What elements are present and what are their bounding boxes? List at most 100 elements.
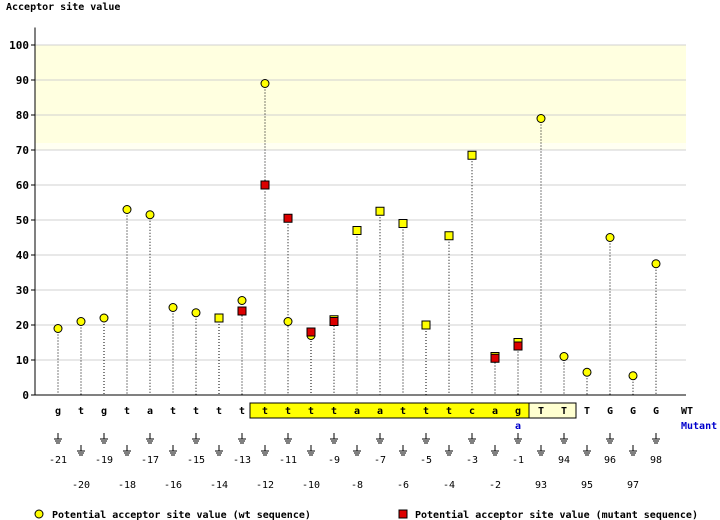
wt-circle-marker xyxy=(605,233,615,242)
position-label: -6 xyxy=(397,480,409,491)
wt-base: G xyxy=(607,406,613,417)
y-tick-label: 50 xyxy=(16,214,29,227)
position-label: -5 xyxy=(420,455,432,466)
wt-circle-marker xyxy=(582,367,592,377)
position-label: -15 xyxy=(187,455,205,466)
wt-circle-marker xyxy=(237,296,247,305)
y-tick-label: 80 xyxy=(16,109,29,122)
y-tick-label: 0 xyxy=(22,389,29,402)
wt-base: a xyxy=(354,406,360,417)
wt-base: g xyxy=(515,406,521,417)
position-label: -8 xyxy=(351,480,363,491)
mutant-square-marker xyxy=(283,213,293,223)
wt-circle-marker xyxy=(76,317,86,326)
highlight-band xyxy=(35,45,686,150)
position-label: 95 xyxy=(581,480,593,491)
mutant-square-marker xyxy=(237,306,247,316)
legend-wt-marker xyxy=(34,509,44,519)
mutant-square-marker xyxy=(513,341,523,351)
position-label: -17 xyxy=(141,455,159,466)
position-label: -2 xyxy=(489,480,501,491)
position-label: -1 xyxy=(512,455,524,466)
wt-circle-marker xyxy=(536,114,546,123)
position-label: -16 xyxy=(164,480,182,491)
wt-base: t xyxy=(308,406,314,417)
position-label: -14 xyxy=(210,480,228,491)
wt-base: a xyxy=(147,406,153,417)
wt-circle-marker xyxy=(53,324,63,333)
wt-base: t xyxy=(170,406,176,417)
position-label: 96 xyxy=(604,455,616,466)
grid-lines xyxy=(35,44,686,361)
position-label: -7 xyxy=(374,455,386,466)
wt-base: T xyxy=(561,406,567,417)
position-label: 94 xyxy=(558,455,570,466)
y-tick-label: 30 xyxy=(16,284,29,297)
wt-base: T xyxy=(538,406,544,417)
position-label: -4 xyxy=(443,480,455,491)
wt-circle-marker xyxy=(122,205,132,214)
wt-circle-marker xyxy=(168,303,178,312)
wt-base: G xyxy=(630,406,636,417)
wt-base: a xyxy=(492,406,498,417)
band-fade xyxy=(35,143,686,150)
wt-row-label: WT xyxy=(681,406,693,417)
wt-base: t xyxy=(331,406,337,417)
wt-base: t xyxy=(423,406,429,417)
band-fill xyxy=(35,45,686,143)
wt-square-marker xyxy=(352,226,362,235)
wt-circle-marker xyxy=(260,79,270,88)
position-label: -19 xyxy=(95,455,113,466)
position-label: -21 xyxy=(49,455,67,466)
mutant-square-marker xyxy=(260,180,270,190)
wt-base: t xyxy=(446,406,452,417)
position-label: -9 xyxy=(328,455,340,466)
mutant-base: a xyxy=(515,421,521,432)
mutant-row-label: Mutant xyxy=(681,421,717,432)
legend-wt-label: Potential acceptor site value (wt sequen… xyxy=(52,509,311,520)
wt-square-marker xyxy=(375,206,385,216)
position-label: -13 xyxy=(233,455,251,466)
legend: Potential acceptor site value (wt sequen… xyxy=(34,509,698,520)
exon-highlight-box xyxy=(249,402,531,419)
position-label: -10 xyxy=(302,480,320,491)
y-tick-label: 60 xyxy=(16,179,29,192)
y-tick-label: 70 xyxy=(16,144,29,157)
wt-base: t xyxy=(193,406,199,417)
wt-circle-marker xyxy=(99,313,109,323)
position-label: 93 xyxy=(535,480,547,491)
wt-base: c xyxy=(469,406,475,417)
stems xyxy=(57,83,657,395)
y-tick-label: 40 xyxy=(16,249,29,262)
y-tick-label: 20 xyxy=(16,319,29,332)
wt-square-marker xyxy=(398,219,408,228)
wt-circle-marker xyxy=(559,352,569,361)
sequence-rows: g -21 t -20 g -19 t -18 a -17 t -16 t -15 t -14 t -13 t -12… xyxy=(49,402,662,491)
position-label: 98 xyxy=(650,455,662,466)
wt-base: t xyxy=(124,406,130,417)
wt-base: G xyxy=(653,406,659,417)
y-tick-label: 10 xyxy=(16,354,29,367)
wt-base: t xyxy=(262,406,268,417)
wt-square-marker xyxy=(214,313,224,323)
position-label: -12 xyxy=(256,480,274,491)
position-label: 97 xyxy=(627,480,639,491)
wt-base: g xyxy=(101,406,107,417)
wt-base: t xyxy=(285,406,291,417)
y-axis: 0 10 20 30 40 50 60 70 80 90 100 xyxy=(9,27,686,402)
mutant-square-marker xyxy=(490,353,500,363)
intron-highlight-box xyxy=(528,402,577,419)
wt-circle-marker xyxy=(283,317,293,326)
wt-circle-marker xyxy=(651,259,661,269)
wt-base: t xyxy=(400,406,406,417)
wt-base: a xyxy=(377,406,383,417)
position-label: -11 xyxy=(279,455,297,466)
data-markers xyxy=(53,79,661,381)
mutant-square-marker xyxy=(329,317,339,326)
wt-base: T xyxy=(584,406,590,417)
wt-circle-marker xyxy=(145,210,155,220)
wt-circle-marker xyxy=(628,371,638,381)
y-tick-label: 90 xyxy=(16,74,29,87)
wt-circle-marker xyxy=(191,308,201,318)
